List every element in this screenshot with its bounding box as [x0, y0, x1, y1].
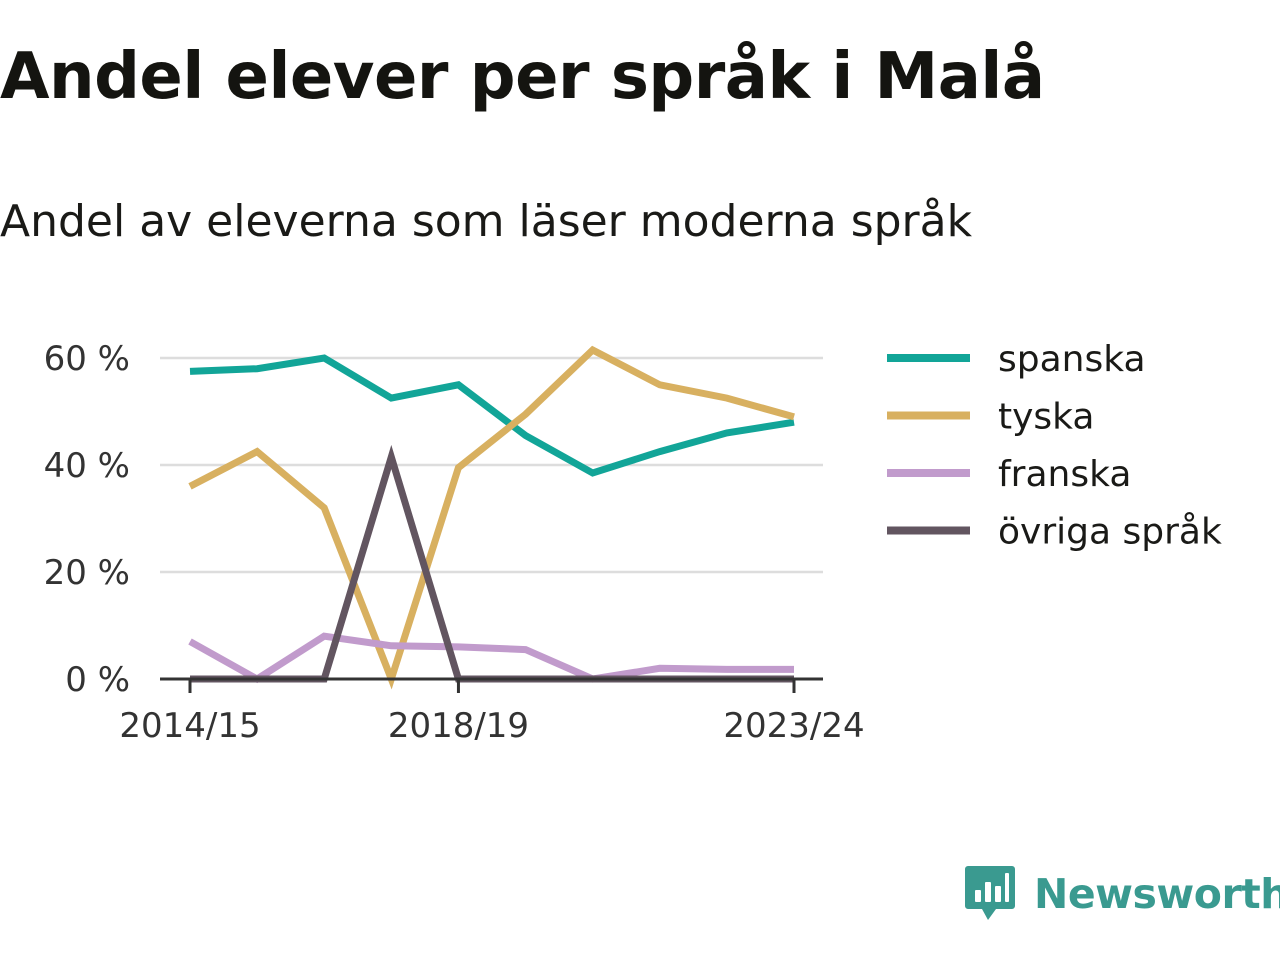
legend: spanska tyska franska övriga språk [887, 339, 1222, 553]
legend-label: franska [998, 454, 1131, 495]
x-axis: 2014/15 2018/19 2023/24 [119, 677, 865, 746]
series-line-spanska [189, 354, 795, 477]
legend-label: övriga språk [998, 512, 1222, 553]
chart-title: Andel elever per språk i Malå [0, 40, 1045, 114]
legend-label: tyska [998, 397, 1094, 438]
x-tick-label: 2018/19 [388, 706, 529, 746]
gridlines [160, 356, 823, 574]
y-axis-labels: 0 % 20 % 40 % 60 % [44, 339, 130, 700]
x-tick-label: 2023/24 [723, 706, 864, 746]
brand-logo: Newsworthy [964, 864, 1280, 924]
series-lines [188, 345, 795, 690]
chart-subtitle: Andel av eleverna som läser moderna språ… [0, 196, 973, 247]
series-line-franska [188, 632, 794, 684]
y-tick-label: 60 % [44, 339, 130, 379]
newsworthy-logo-icon [965, 866, 1015, 920]
legend-label: spanska [998, 339, 1146, 380]
series-line-tyska [188, 345, 795, 690]
y-tick-label: 0 % [65, 660, 130, 700]
y-tick-label: 40 % [44, 446, 130, 486]
y-tick-label: 20 % [44, 553, 130, 593]
x-tick-label: 2014/15 [119, 706, 260, 746]
brand-name: Newsworthy [1034, 870, 1280, 918]
